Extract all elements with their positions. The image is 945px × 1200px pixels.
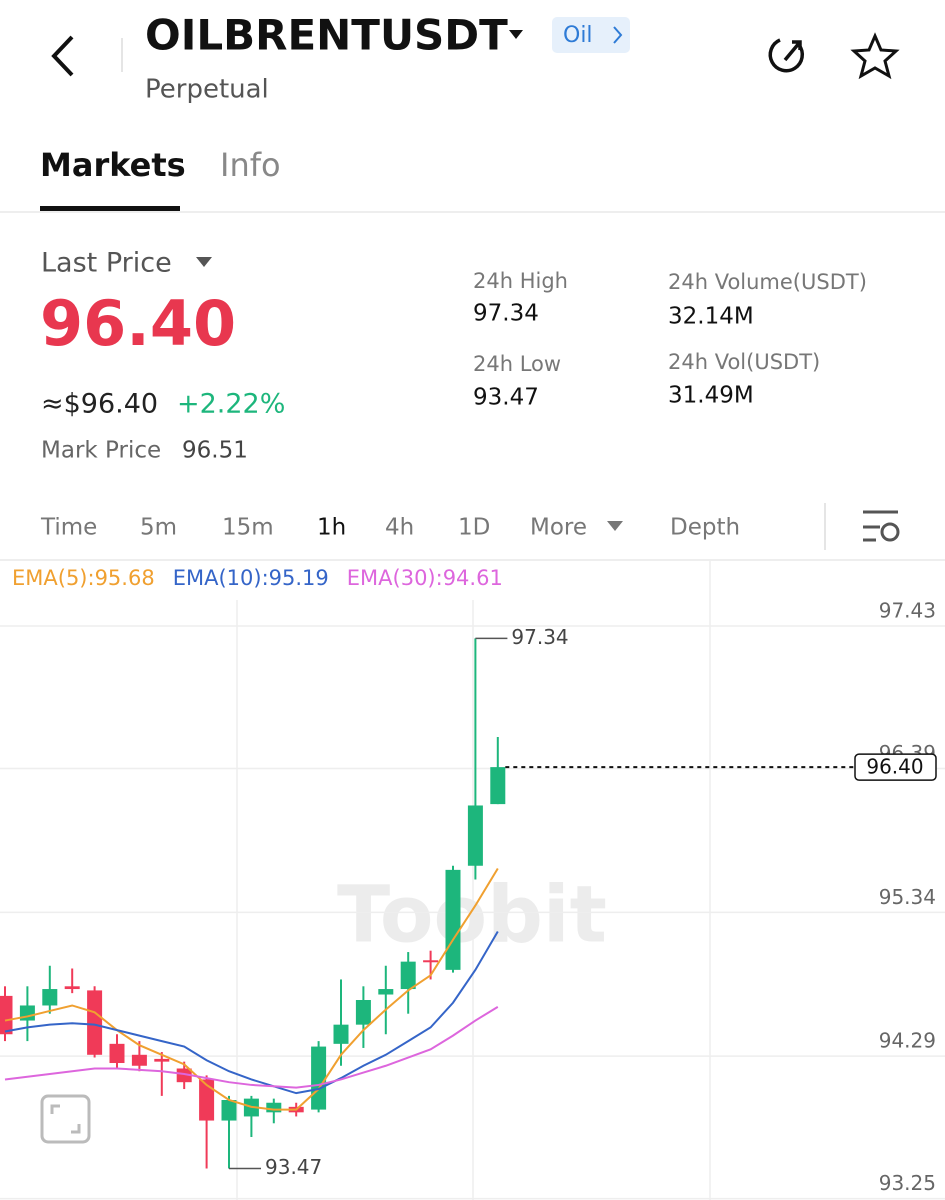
depth-tab[interactable]: Depth <box>670 515 740 541</box>
stat-value: 31.49M <box>668 383 754 409</box>
high-label: 97.34 <box>511 625 568 649</box>
tab[interactable]: Info <box>220 146 281 184</box>
legend-entry: EMA(10):95.19 <box>173 566 329 590</box>
candle-body <box>378 989 394 995</box>
candle-body <box>333 1024 349 1044</box>
candle-body <box>42 989 58 1006</box>
tab-underline <box>40 206 180 211</box>
ema-line <box>4 931 499 1095</box>
badge-chevron <box>613 26 623 44</box>
last-price: 96.40 <box>40 287 236 360</box>
interval-more[interactable]: More <box>530 515 587 541</box>
interval[interactable]: 1D <box>458 515 490 541</box>
expand-icon <box>50 1104 81 1134</box>
interval[interactable]: 4h <box>385 515 414 541</box>
mark-price: 96.51 <box>182 438 248 464</box>
approx-price: ≈$96.40 <box>41 389 158 420</box>
interval-active[interactable]: 1h <box>317 515 346 541</box>
y-tick-label: 93.25 <box>879 1171 936 1195</box>
stat-value: 93.47 <box>473 385 539 411</box>
subtitle: Perpetual <box>145 75 269 105</box>
candle-body <box>131 1054 147 1066</box>
candle-body <box>221 1100 237 1121</box>
ema-line <box>4 867 499 1111</box>
candle-body <box>400 961 416 990</box>
share-arrow <box>783 40 802 62</box>
stat-value: 97.34 <box>473 301 539 327</box>
candle-body <box>467 805 483 866</box>
candle-body <box>445 869 461 970</box>
low-label: 93.47 <box>265 1155 322 1179</box>
candle-body <box>154 1058 170 1062</box>
candle-body <box>311 1046 327 1110</box>
candle-body <box>176 1068 192 1083</box>
last-price-tag <box>854 753 937 781</box>
stat-label: 24h Volume(USDT) <box>668 270 867 294</box>
candle-body <box>199 1079 215 1121</box>
legend-entry: EMA(30):94.61 <box>347 566 503 590</box>
interval[interactable]: Time <box>40 515 97 541</box>
candle-body <box>490 767 506 805</box>
settings-icon[interactable] <box>863 510 900 542</box>
back-button[interactable] <box>51 35 74 77</box>
y-tick-label: 95.34 <box>879 885 936 909</box>
badge-bg[interactable] <box>552 17 630 53</box>
badge[interactable]: Oil <box>563 23 593 48</box>
favorite-icon[interactable] <box>850 32 900 80</box>
y-tick-label: 97.43 <box>879 599 936 623</box>
candle-body <box>0 995 13 1035</box>
candle-body <box>87 990 103 1055</box>
interval[interactable]: 15m <box>222 515 274 541</box>
candle-body <box>64 986 80 990</box>
caret[interactable] <box>607 521 623 531</box>
legend-entry: EMA(5):95.68 <box>12 566 155 590</box>
ema-line <box>4 1005 499 1089</box>
candle-body <box>109 1043 125 1064</box>
stat-label: 24h Low <box>473 352 561 376</box>
stat-label: 24h High <box>473 269 568 293</box>
caret[interactable] <box>196 257 212 267</box>
watermark: Toobit <box>337 870 607 960</box>
share-icon[interactable] <box>768 38 805 73</box>
tab-active[interactable]: Markets <box>40 146 186 184</box>
y-tick-label: 94.29 <box>879 1029 936 1053</box>
mark-price-label: Mark Price <box>41 438 161 464</box>
symbol-title[interactable]: OILBRENTUSDT <box>145 11 508 60</box>
expand-button[interactable] <box>40 1094 91 1144</box>
stat-label: 24h Vol(USDT) <box>668 350 820 374</box>
candle-body <box>266 1102 282 1113</box>
candle-body <box>355 1000 371 1025</box>
last-price-label: Last Price <box>41 248 172 279</box>
change-percent: +2.22% <box>177 389 285 420</box>
symbol-caret[interactable] <box>509 30 523 39</box>
candle-body <box>423 960 439 963</box>
interval[interactable]: 5m <box>140 515 177 541</box>
last-price-tag-label: 96.40 <box>866 755 923 779</box>
stat-value: 32.14M <box>668 304 754 330</box>
